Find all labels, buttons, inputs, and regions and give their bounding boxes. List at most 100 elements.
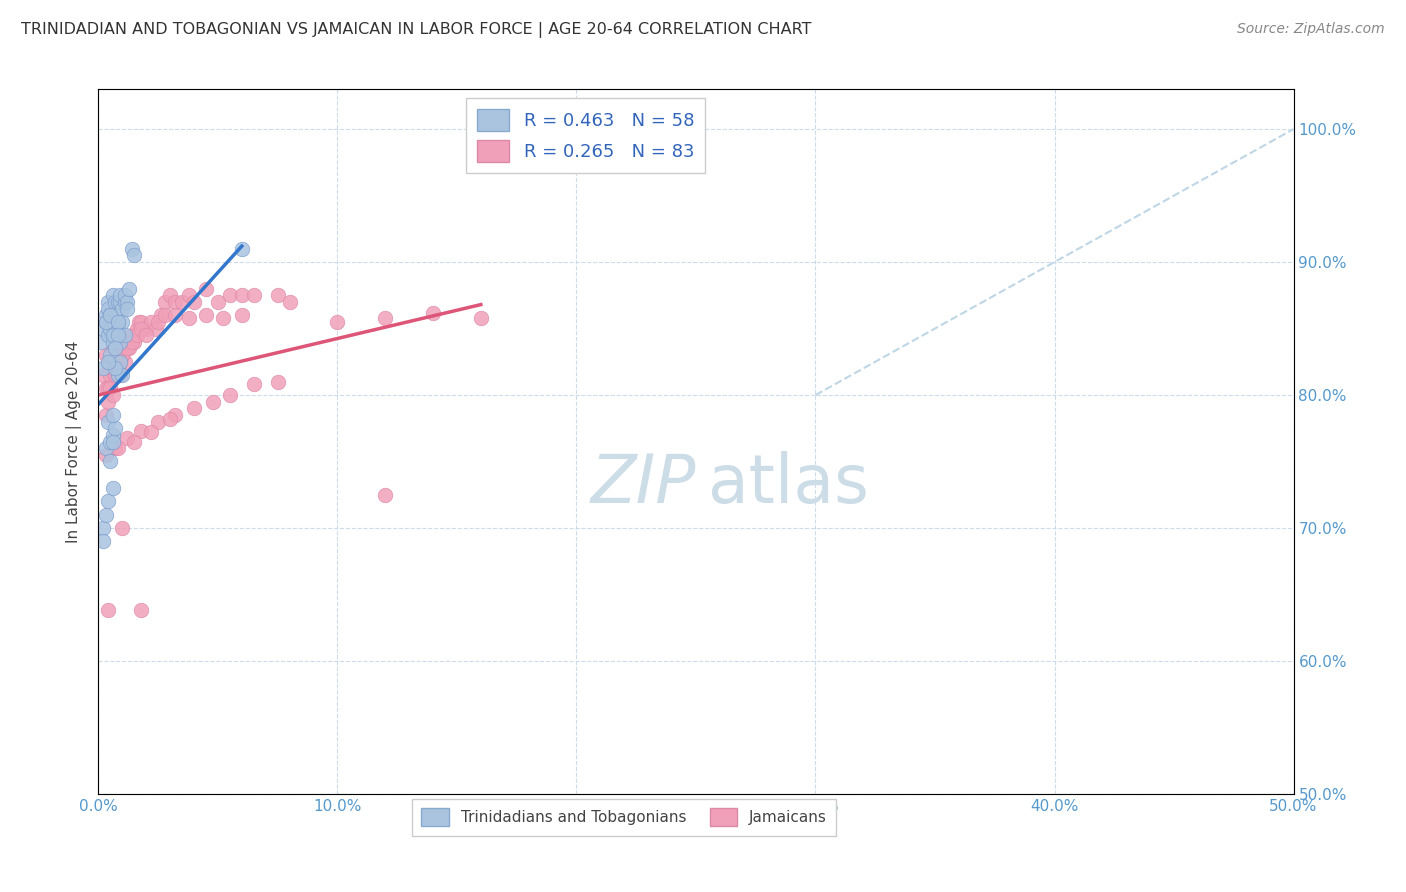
Point [98, 381, 122, 395]
Point [107, 348, 129, 362]
Point [155, 308, 177, 322]
Point [111, 348, 134, 362]
Point [107, 361, 129, 376]
Point [107, 368, 129, 382]
Point [107, 321, 129, 335]
Point [243, 377, 266, 392]
Point [159, 288, 181, 302]
Point [107, 361, 129, 376]
Point [104, 355, 127, 369]
Point [104, 308, 127, 322]
Point [155, 294, 177, 309]
Text: Source: ZipAtlas.com: Source: ZipAtlas.com [1237, 22, 1385, 37]
Point [104, 294, 127, 309]
Point [104, 328, 127, 343]
Point [131, 424, 153, 438]
Point [115, 334, 138, 349]
Point [121, 242, 143, 256]
Point [115, 431, 138, 445]
Point [115, 294, 138, 309]
Point [131, 321, 153, 335]
Point [97, 394, 120, 409]
Point [163, 294, 186, 309]
Text: atlas: atlas [709, 450, 869, 516]
Point [118, 282, 141, 296]
Point [114, 288, 136, 302]
Point [202, 394, 225, 409]
Point [172, 294, 194, 309]
Point [98, 454, 122, 468]
Point [94, 408, 117, 422]
Point [98, 368, 122, 382]
Point [104, 368, 127, 382]
Point [128, 315, 150, 329]
Point [104, 342, 127, 356]
Point [104, 441, 127, 455]
Point [101, 408, 124, 422]
Point [470, 310, 492, 325]
Point [231, 242, 253, 256]
Point [124, 434, 146, 449]
Point [107, 441, 129, 455]
Point [94, 315, 117, 329]
Point [121, 328, 143, 343]
Point [101, 481, 124, 495]
Point [94, 381, 117, 395]
Point [195, 308, 218, 322]
Point [131, 603, 153, 617]
Point [91, 361, 114, 376]
Point [108, 368, 131, 382]
Point [98, 308, 122, 322]
Point [91, 321, 114, 335]
Point [125, 321, 148, 335]
Point [111, 348, 134, 362]
Point [145, 321, 167, 335]
Point [97, 294, 120, 309]
Point [107, 328, 129, 343]
Point [231, 288, 253, 302]
Point [91, 368, 114, 382]
Point [94, 315, 117, 329]
Point [101, 434, 124, 449]
Point [108, 288, 131, 302]
Point [97, 328, 120, 343]
Point [179, 288, 201, 302]
Point [97, 355, 120, 369]
Point [278, 294, 301, 309]
Point [231, 308, 253, 322]
Point [183, 294, 205, 309]
Point [91, 521, 114, 535]
Point [94, 448, 117, 462]
Point [94, 508, 117, 522]
Point [179, 310, 201, 325]
Point [148, 315, 170, 329]
Point [101, 342, 124, 356]
Point [326, 315, 349, 329]
Text: ZIP: ZIP [591, 450, 696, 516]
Point [374, 488, 396, 502]
Point [101, 428, 124, 442]
Point [101, 288, 124, 302]
Point [124, 334, 146, 349]
Point [219, 388, 242, 402]
Point [98, 308, 122, 322]
Point [97, 301, 120, 316]
Point [195, 282, 218, 296]
Point [374, 310, 396, 325]
Point [131, 315, 153, 329]
Point [118, 342, 141, 356]
Point [149, 308, 172, 322]
Point [108, 334, 131, 349]
Point [98, 434, 122, 449]
Point [139, 425, 162, 440]
Point [94, 348, 117, 362]
Point [104, 368, 127, 382]
Point [267, 288, 290, 302]
Point [107, 315, 129, 329]
Legend: Trinidadians and Tobagonians, Jamaicans: Trinidadians and Tobagonians, Jamaicans [412, 798, 837, 836]
Point [94, 441, 117, 455]
Point [98, 348, 122, 362]
Point [97, 603, 120, 617]
Point [108, 355, 131, 369]
Point [111, 301, 134, 316]
